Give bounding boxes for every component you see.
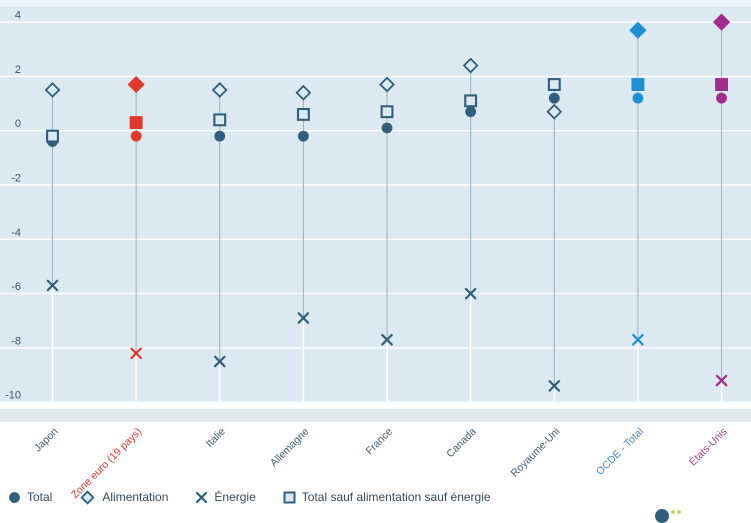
- marker-energie-allemagne[interactable]: [297, 312, 310, 324]
- marker-core-zone-euro-pays[interactable]: [129, 116, 143, 130]
- marker-alimentation-japon[interactable]: [44, 82, 61, 98]
- marker-core-japon[interactable]: [46, 129, 59, 143]
- marker-energie-royaume-uni[interactable]: [548, 380, 561, 392]
- marker-alimentation-france[interactable]: [379, 76, 395, 93]
- y-tick-label: -4: [11, 227, 21, 239]
- logo-dot-icon: [671, 510, 675, 514]
- energie-x-icon: [196, 491, 208, 503]
- y-tick-label: -8: [11, 335, 21, 347]
- marker-total-canada[interactable]: [465, 106, 477, 118]
- marker-total-allemagne[interactable]: [297, 130, 309, 142]
- scrollbar-band[interactable]: [0, 409, 751, 422]
- x-axis-label-france[interactable]: France: [364, 426, 396, 458]
- marker-core-etats-unis[interactable]: [715, 78, 728, 91]
- legend-label-total: Total: [27, 490, 53, 504]
- marker-alimentation-ocde-total[interactable]: [629, 21, 647, 39]
- total-circle-icon: [9, 491, 20, 503]
- y-tick-label: 0: [15, 118, 21, 130]
- legend-item-total[interactable]: Total: [8, 490, 52, 504]
- marker-total-zone-euro-pays[interactable]: [130, 130, 142, 142]
- x-axis-label-etats-unis[interactable]: États-Unis: [686, 425, 729, 468]
- marker-energie-etats-unis[interactable]: [715, 374, 728, 387]
- logo-dot-icon: [677, 510, 681, 514]
- legend-label-energie: Énergie: [214, 490, 256, 504]
- marker-total-royaume-uni[interactable]: [548, 92, 560, 104]
- marker-total-ocde-total[interactable]: [632, 92, 644, 104]
- y-tick-label: 4: [15, 10, 21, 22]
- x-axis-label-ocde-total[interactable]: OCDE - Total: [594, 426, 646, 478]
- x-axis-label-royaume-uni[interactable]: Royaume-Uni: [509, 426, 563, 480]
- marker-alimentation-allemagne[interactable]: [295, 84, 312, 101]
- marker-total-italie[interactable]: [214, 130, 226, 142]
- legend-item-core[interactable]: Total sauf alimentation sauf énergie: [283, 490, 491, 504]
- marker-core-canada[interactable]: [464, 94, 478, 108]
- alimentation-diamond-icon: [80, 489, 95, 505]
- marker-alimentation-canada[interactable]: [462, 57, 479, 74]
- marker-alimentation-italie[interactable]: [211, 82, 228, 98]
- plot-area: [0, 7, 751, 403]
- marker-energie-france[interactable]: [381, 333, 393, 346]
- y-tick-label: 2: [15, 64, 21, 76]
- x-axis-label-canada[interactable]: Canada: [444, 426, 479, 461]
- legend-item-energie[interactable]: Énergie: [195, 490, 256, 504]
- y-tick-label: -6: [11, 281, 21, 293]
- legend-item-alimentation[interactable]: Alimentation: [79, 489, 168, 506]
- marker-total-france[interactable]: [381, 122, 393, 134]
- marker-core-italie[interactable]: [213, 113, 227, 127]
- y-tick-label: -10: [5, 390, 21, 402]
- y-tick-label: -2: [11, 173, 21, 185]
- marker-alimentation-etats-unis[interactable]: [712, 13, 731, 31]
- marker-core-royaume-uni[interactable]: [547, 78, 561, 91]
- marker-energie-japon[interactable]: [46, 279, 59, 292]
- marker-energie-canada[interactable]: [464, 287, 477, 300]
- marker-energie-zone-euro-pays[interactable]: [130, 347, 142, 360]
- marker-energie-italie[interactable]: [213, 355, 226, 368]
- legend-label-core: Total sauf alimentation sauf énergie: [301, 490, 491, 504]
- legend: Total Alimentation Énergie Total sauf al…: [8, 488, 491, 506]
- marker-alimentation-royaume-uni[interactable]: [546, 103, 563, 120]
- x-axis-label-japon[interactable]: Japon: [32, 426, 61, 455]
- top-strip: [0, 0, 751, 7]
- marker-core-allemagne[interactable]: [296, 107, 310, 121]
- marker-energie-ocde-total[interactable]: [632, 333, 644, 346]
- marker-core-france[interactable]: [380, 105, 394, 119]
- core-square-icon: [283, 491, 296, 503]
- marker-core-ocde-total[interactable]: [631, 78, 645, 91]
- legend-label-alimentation: Alimentation: [102, 490, 169, 504]
- logo-circle-icon: [655, 509, 669, 523]
- marker-total-etats-unis[interactable]: [716, 92, 727, 104]
- x-axis-label-allemagne[interactable]: Allemagne: [268, 426, 312, 470]
- marker-alimentation-zone-euro-pays[interactable]: [127, 75, 145, 94]
- x-axis-label-italie[interactable]: Italie: [204, 426, 228, 450]
